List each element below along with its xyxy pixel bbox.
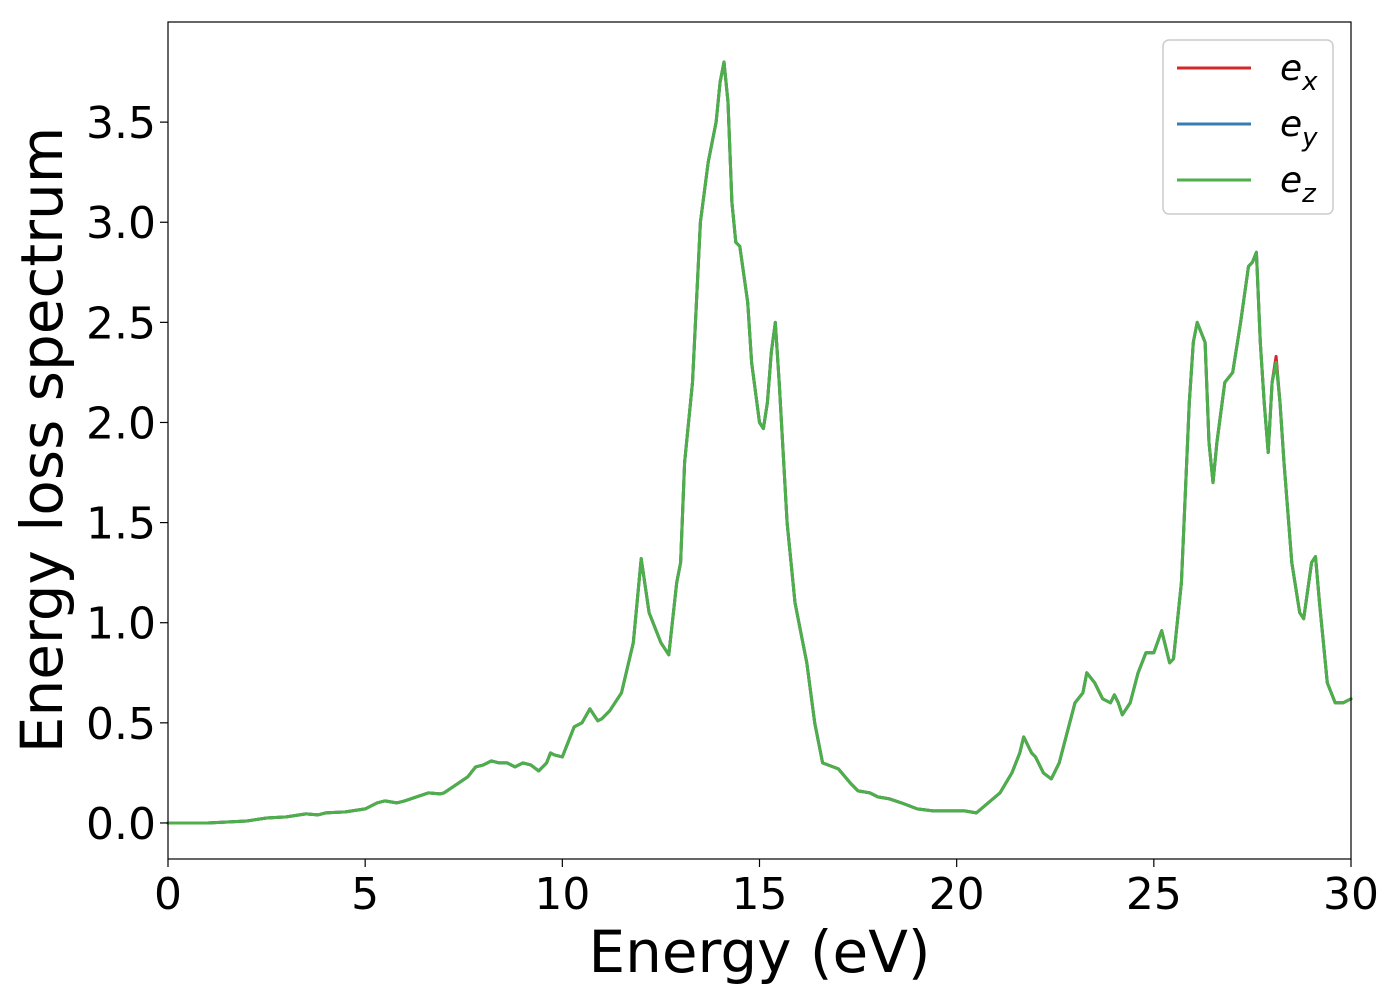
legend-label-sub: z <box>1301 179 1317 209</box>
series-layer <box>166 60 1353 825</box>
legend-label-main: e <box>1280 160 1302 201</box>
x-axis: 0 5 10 15 20 25 30 <box>154 859 1379 920</box>
y-axis-label: Energy loss spectrum <box>8 127 76 753</box>
legend-label-sub: y <box>1301 123 1318 153</box>
x-tick-label: 5 <box>351 869 379 920</box>
x-tick-label: 10 <box>534 869 590 920</box>
legend-label-main: e <box>1280 48 1302 89</box>
legend-label-sub: x <box>1301 67 1318 97</box>
y-tick-label: 2.5 <box>86 298 156 349</box>
y-tick-label: 1.0 <box>86 599 156 650</box>
y-tick-label: 0.0 <box>86 799 156 850</box>
series-line-ez <box>166 60 1353 825</box>
plot-area <box>166 21 1353 860</box>
x-tick-label: 30 <box>1323 869 1379 920</box>
y-tick-label: 0.5 <box>86 699 156 750</box>
y-tick-label: 3.0 <box>86 198 156 249</box>
y-tick-label: 3.5 <box>86 98 156 149</box>
x-tick-label: 25 <box>1126 869 1182 920</box>
x-tick-label: 0 <box>154 869 182 920</box>
y-axis: 0.0 0.5 1.0 1.5 2.0 2.5 3.0 3.5 <box>86 98 168 850</box>
y-tick-label: 2.0 <box>86 398 156 449</box>
legend-label-main: e <box>1280 104 1302 145</box>
y-tick-label: 1.5 <box>86 499 156 550</box>
legend-label-ez: ez <box>1280 160 1317 209</box>
x-tick-label: 15 <box>732 869 788 920</box>
x-tick-label: 20 <box>929 869 985 920</box>
legend-box <box>1162 39 1334 215</box>
legend-label-ex: ex <box>1280 48 1318 97</box>
x-axis-label: Energy (eV) <box>588 918 930 986</box>
legend-label-ey: ey <box>1280 104 1318 153</box>
